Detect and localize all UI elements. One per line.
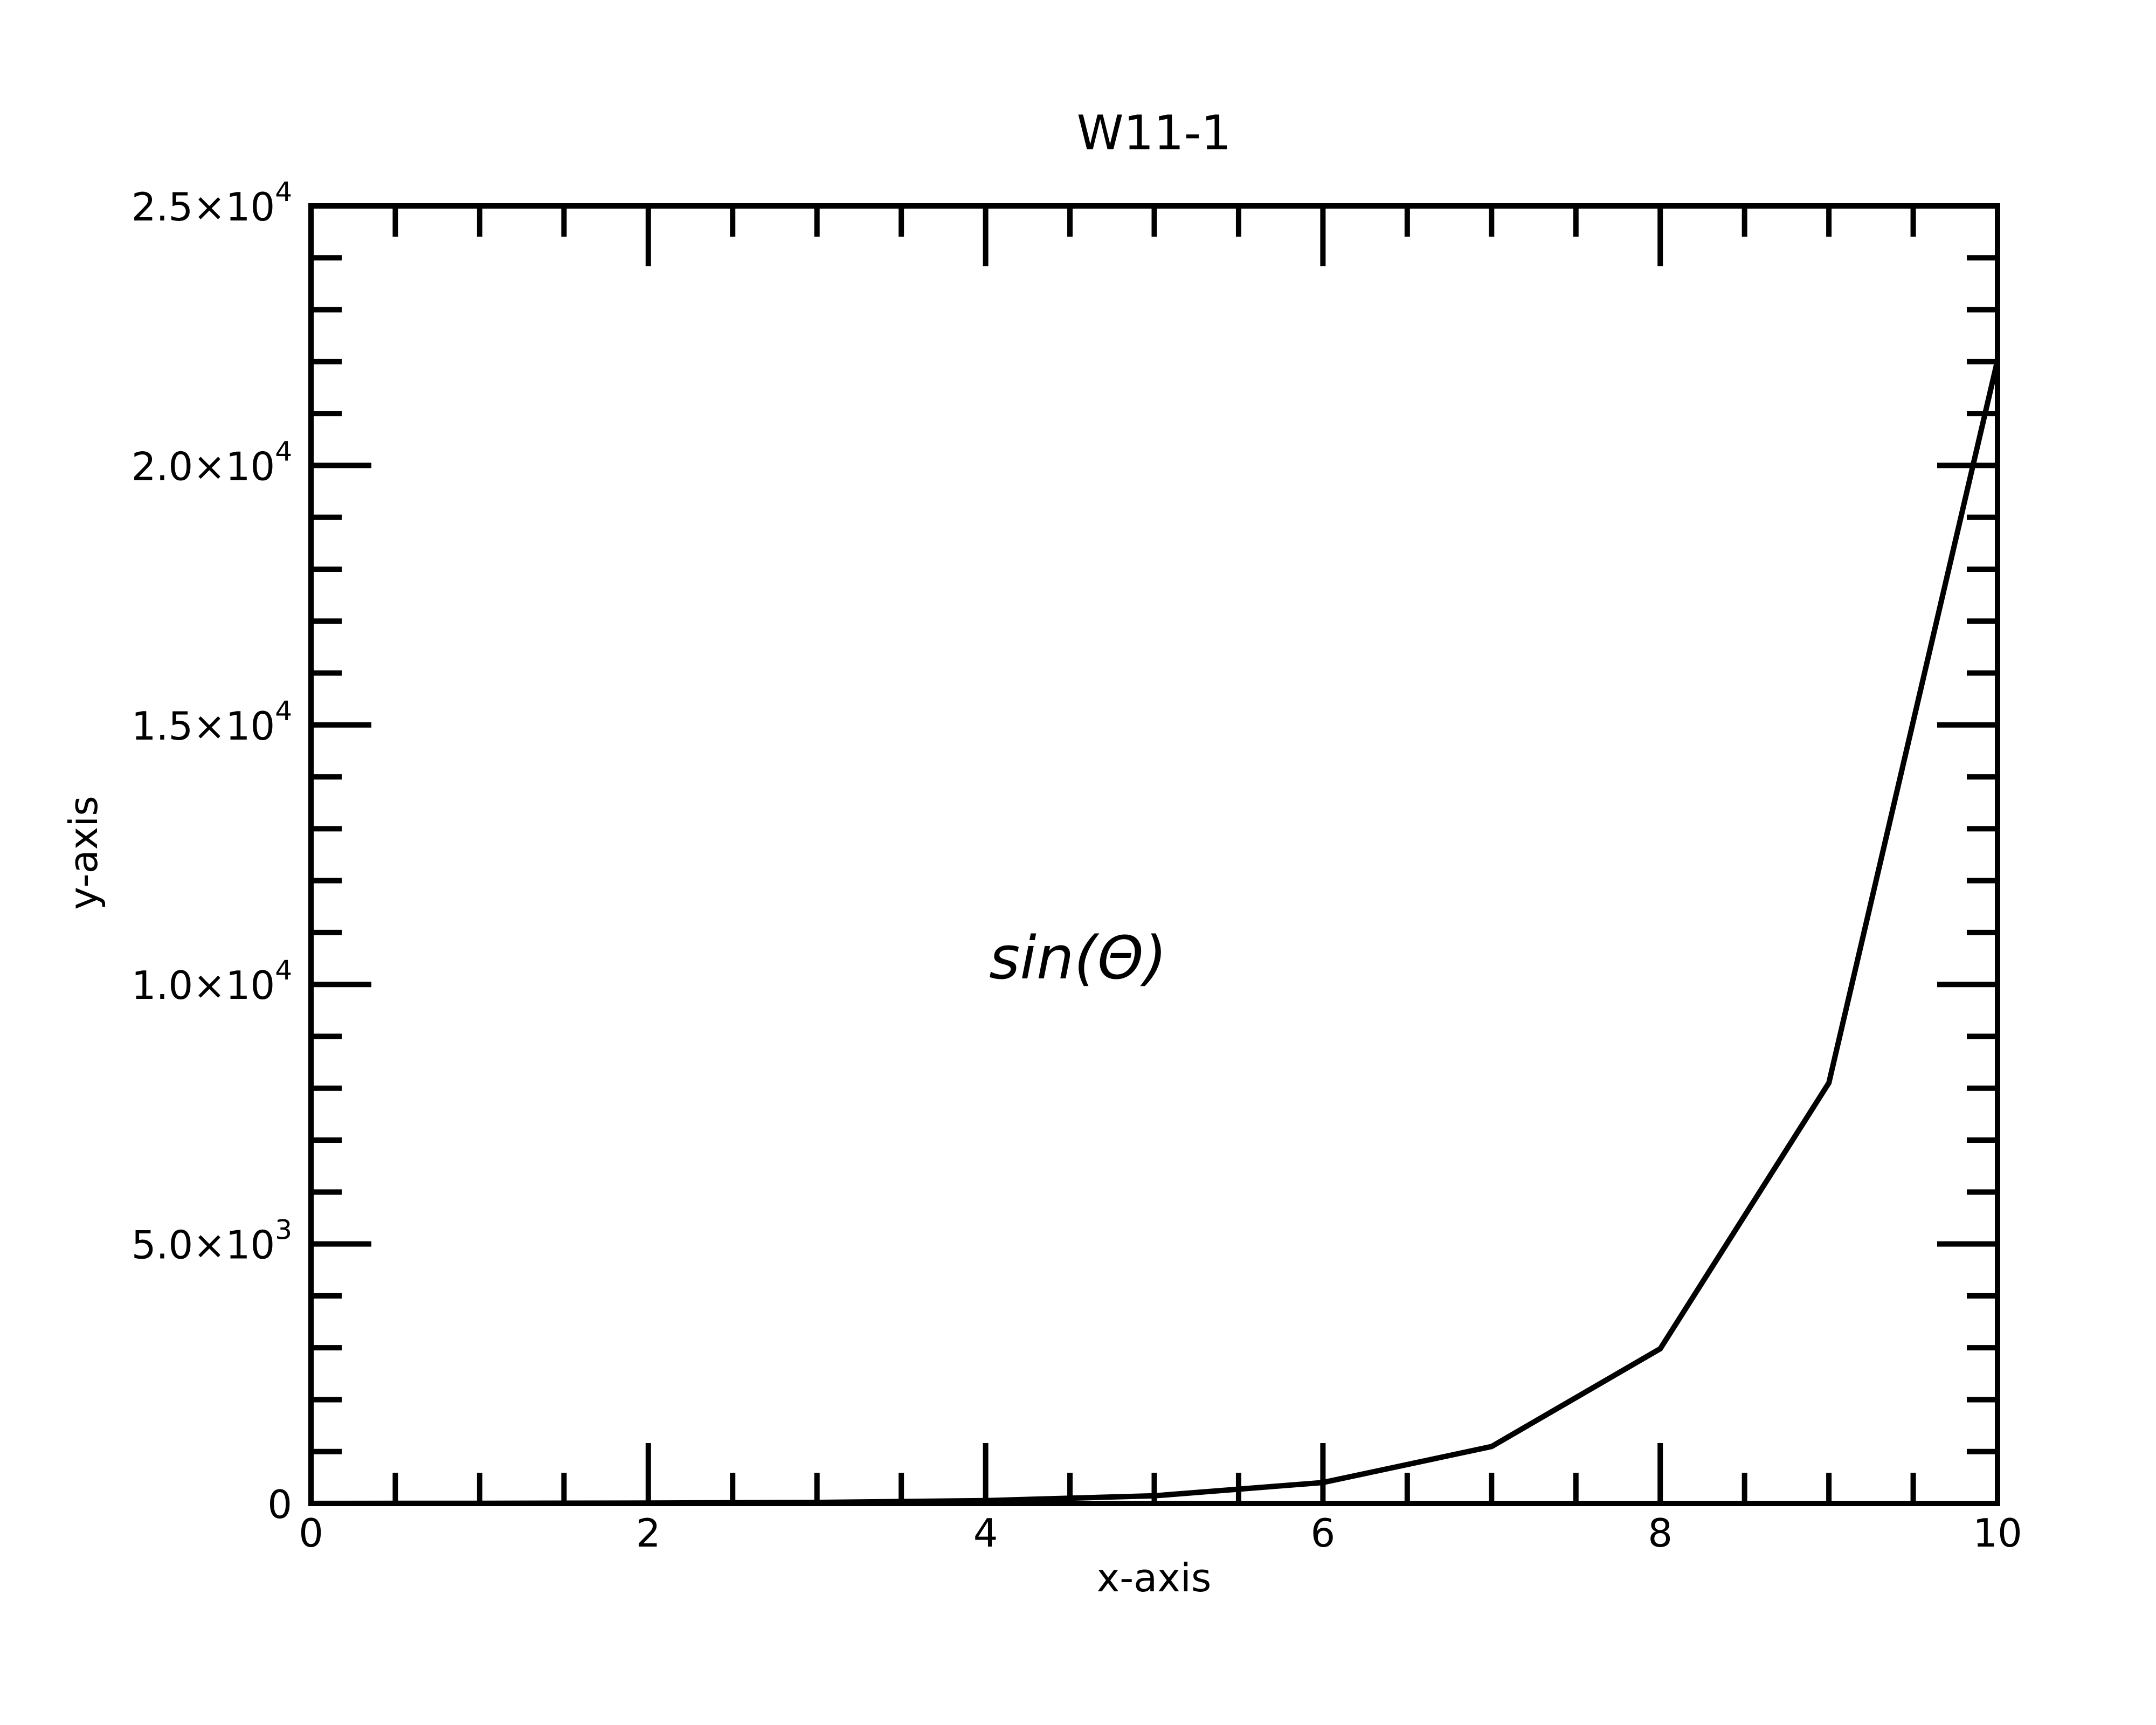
x-tick-label: 0 — [299, 1510, 323, 1556]
y-tick-label: 0 — [267, 1482, 292, 1527]
x-tick-label: 4 — [973, 1510, 998, 1556]
plot-frame — [308, 203, 2000, 1506]
x-tick-label: 2 — [636, 1510, 661, 1556]
y-tick-label: 5.0×103 — [132, 1215, 292, 1268]
y-tick-label: 1.0×104 — [132, 955, 292, 1008]
y-tick-label: 2.5×104 — [132, 176, 292, 230]
y-tick-label: 2.0×104 — [132, 436, 292, 489]
chart-title: W11-1 — [1077, 105, 1232, 161]
y-axis-label: y-axis — [61, 796, 106, 910]
x-tick-labels: 0 2 4 6 8 10 — [299, 1510, 2022, 1556]
minor-ticks — [311, 206, 1998, 1503]
x-tick-label: 8 — [1648, 1510, 1673, 1556]
x-tick-label: 6 — [1310, 1510, 1335, 1556]
y-tick-label: 1.5×104 — [132, 695, 292, 749]
y-tick-labels: 0 5.0×103 1.0×104 1.5×104 2.0×104 2.5×104 — [132, 176, 292, 1527]
x-tick-label: 10 — [1973, 1510, 2022, 1556]
x-axis-label: x-axis — [1097, 1555, 1212, 1600]
plot-annotation: sin(Θ) — [989, 923, 1167, 992]
